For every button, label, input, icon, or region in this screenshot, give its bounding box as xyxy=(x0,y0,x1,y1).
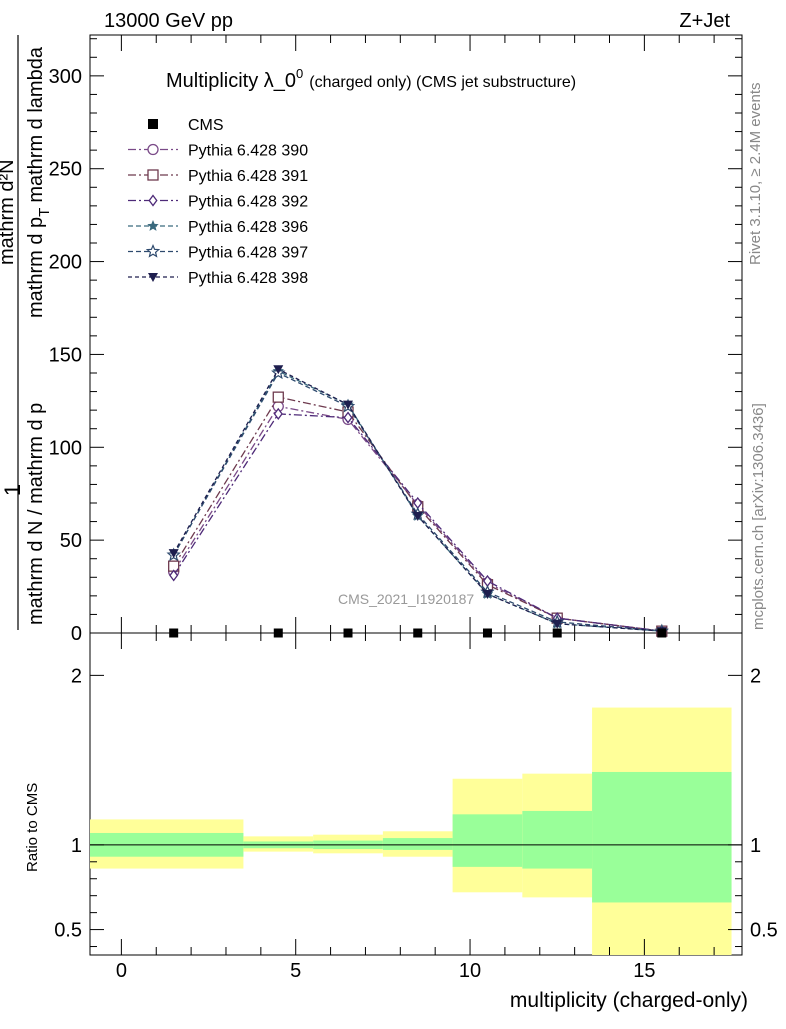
series-point xyxy=(552,619,563,629)
legend-marker xyxy=(147,220,159,231)
legend-marker xyxy=(148,194,158,207)
x-axis-ticks: 0 5 10 15 xyxy=(116,35,715,982)
x-axis-label: multiplicity (charged-only) xyxy=(510,989,748,1012)
energy-label: 13000 GeV pp xyxy=(104,10,233,32)
chart-title-superscript: 0 xyxy=(296,66,303,81)
series-point xyxy=(168,549,179,559)
y-tick-label: 0 xyxy=(71,623,82,645)
ratio-stat-band xyxy=(522,810,593,869)
legend-marker xyxy=(147,169,159,181)
ratio-y-label: Ratio to CMS xyxy=(24,783,41,872)
cms-point xyxy=(657,628,667,638)
y-tick-label: 200 xyxy=(49,252,82,274)
ratio-y-tick-label-right: 2 xyxy=(750,665,761,687)
y-tick-label: 250 xyxy=(49,159,82,181)
legend-label: Pythia 6.428 392 xyxy=(188,194,308,211)
y-tick-label: 50 xyxy=(60,530,82,552)
x-tick-label: 5 xyxy=(290,960,301,982)
ratio-stat-band xyxy=(452,814,523,867)
analysis-watermark: CMS_2021_I1920187 xyxy=(338,591,474,607)
ratio-stat-band xyxy=(592,771,732,903)
y-label-one: 1 xyxy=(0,484,25,496)
ratio-y-tick-label: 2 xyxy=(71,665,82,687)
x-tick-label: 15 xyxy=(633,960,655,982)
process-label: Z+Jet xyxy=(679,10,730,32)
ratio-y-tick-label: 0.5 xyxy=(54,920,82,942)
cms-point xyxy=(413,628,423,638)
cms-point xyxy=(273,628,283,638)
y-label-numerator: mathrm d²N xyxy=(0,159,18,265)
legend-marker xyxy=(147,143,159,156)
ratio-y-tick-label: 1 xyxy=(71,835,82,857)
series-point xyxy=(169,569,179,582)
mcplots-label: mcplots.cern.ch [arXiv:1306.3436] xyxy=(750,403,767,630)
legend-label: Pythia 6.428 397 xyxy=(188,245,308,262)
rivet-version-label: Rivet 3.1.10, ≥ 2.4M events xyxy=(747,83,764,266)
y-tick-label: 100 xyxy=(49,437,82,459)
series-point xyxy=(412,512,423,521)
cms-point xyxy=(169,628,179,638)
legend-label: Pythia 6.428 396 xyxy=(188,219,308,236)
ratio-y-tick-label-right: 0.5 xyxy=(750,920,778,942)
chart-title: Multiplicity λ_00(charged only) (CMS jet… xyxy=(166,66,576,92)
series-point xyxy=(272,391,284,403)
ratio-bands xyxy=(90,707,732,955)
cms-data-points xyxy=(169,628,667,638)
x-tick-label: 0 xyxy=(116,960,127,982)
legend-label: CMS xyxy=(188,117,224,134)
series-point xyxy=(273,407,283,420)
y-tick-label: 150 xyxy=(49,344,82,366)
legend: CMS Pythia 6.428 390 Pythia 6.428 391 Pythi… xyxy=(128,117,308,287)
legend-label: Pythia 6.428 391 xyxy=(188,168,308,185)
y-label-denominator: mathrm d N / mathrm d p xyxy=(25,403,47,625)
ratio-stat-band xyxy=(382,838,453,850)
series-point xyxy=(482,590,493,599)
ratio-y-tick-label-right: 1 xyxy=(750,835,761,857)
y-axis-label: 1 mathrm d N / mathrm d p mathrm d²N mat… xyxy=(0,35,53,630)
legend-marker xyxy=(148,119,158,129)
cms-point xyxy=(552,628,562,638)
cms-point xyxy=(482,628,492,638)
legend-marker xyxy=(145,243,161,258)
series-point xyxy=(343,411,353,424)
series-point xyxy=(343,400,354,410)
legend-label: Pythia 6.428 390 xyxy=(188,143,308,160)
series-point xyxy=(273,365,284,375)
top-axis-ticks: 0 50 100 150 200 250 300 xyxy=(49,38,742,645)
y-tick-label: 300 xyxy=(49,66,82,88)
cms-point xyxy=(343,628,353,638)
legend-marker xyxy=(148,273,158,282)
legend-label: Pythia 6.428 398 xyxy=(188,270,308,287)
x-tick-label: 10 xyxy=(459,960,481,982)
y-label-numerator-cont: mathrm d pTmathrm d lambda xyxy=(25,46,53,318)
ratio-axis-ticks: 0.5 0.5 1 1 2 2 xyxy=(54,665,778,948)
